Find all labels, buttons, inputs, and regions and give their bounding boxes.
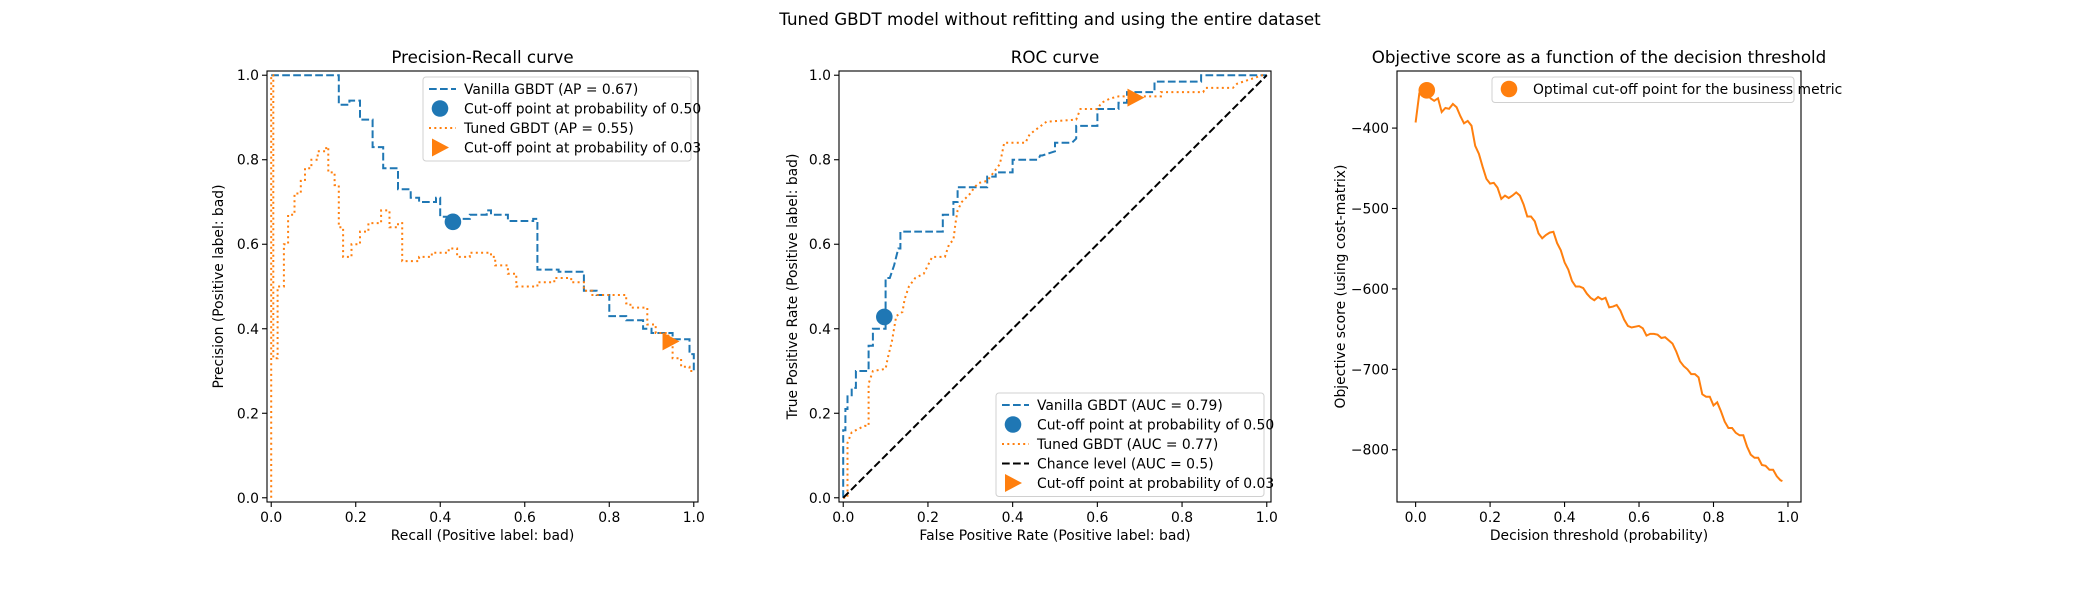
legend-label: Vanilla GBDT (AUC = 0.79) bbox=[1037, 398, 1223, 414]
series-line-tuned-gbdt-auc-0-77 bbox=[843, 74, 1267, 499]
x-tick-label: 0.8 bbox=[1171, 510, 1193, 526]
marker-cut-off-point-at-probability-of-0-50 bbox=[444, 213, 462, 231]
legend-entry: Chance level (AUC = 0.5) bbox=[1002, 457, 1214, 473]
legend-marker bbox=[432, 138, 449, 157]
y-tick-label: 0.2 bbox=[237, 406, 259, 422]
figure-suptitle: Tuned GBDT model without refitting and u… bbox=[779, 9, 1321, 29]
precision-recall-chart: Precision-Recall curve Recall (Positive l… bbox=[211, 47, 705, 544]
legend-entry: Optimal cut-off point for the business m… bbox=[1500, 80, 1842, 98]
series-line-vanilla-gbdt-ap-0-67 bbox=[271, 74, 695, 371]
y-tick-label: −400 bbox=[1351, 121, 1389, 137]
y-tick-label: 0.4 bbox=[237, 322, 259, 338]
x-axis-label: Recall (Positive label: bad) bbox=[391, 528, 575, 544]
roc-chart: ROC curve False Positive Rate (Positive l… bbox=[785, 47, 1278, 544]
y-tick-label: 1.0 bbox=[237, 68, 259, 84]
x-tick-label: 0.8 bbox=[1702, 510, 1724, 526]
y-axis-label: True Positive Rate (Positive label: bad) bbox=[785, 154, 801, 421]
legend-entry: Vanilla GBDT (AUC = 0.79) bbox=[1002, 398, 1223, 414]
axes-frame bbox=[1396, 70, 1802, 503]
legend-entry: Tuned GBDT (AP = 0.55) bbox=[429, 121, 634, 137]
y-tick-label: −500 bbox=[1351, 202, 1389, 218]
legend-entry: Cut-off point at probability of 0.50 bbox=[431, 100, 701, 118]
legend-label: Tuned GBDT (AUC = 0.77) bbox=[1036, 437, 1218, 453]
legend-marker bbox=[1500, 80, 1518, 98]
chart-title: Objective score as a function of the dec… bbox=[1372, 47, 1827, 67]
chart-title: Precision-Recall curve bbox=[391, 47, 573, 67]
x-tick-label: 0.0 bbox=[1405, 510, 1427, 526]
axes-frame bbox=[838, 70, 1272, 503]
legend: Vanilla GBDT (AUC = 0.79) Cut-off point a… bbox=[995, 392, 1274, 497]
legend-entry: Cut-off point at probability of 0.03 bbox=[1005, 474, 1274, 492]
series-line-vanilla-gbdt-auc-0-79 bbox=[842, 74, 1267, 498]
y-tick-label: 0.8 bbox=[809, 153, 831, 169]
marker-cut-off-point-at-probability-of-0-50 bbox=[876, 308, 893, 326]
y-tick-label: 0.0 bbox=[809, 491, 831, 507]
legend-entry: Cut-off point at probability of 0.50 bbox=[1004, 416, 1274, 434]
x-axis-label: Decision threshold (probability) bbox=[1490, 528, 1708, 544]
series-line-chance-level-auc-0-5 bbox=[842, 74, 1268, 499]
y-axis-label: Objective score (using cost-matrix) bbox=[1333, 165, 1349, 409]
y-tick-label: 0.2 bbox=[809, 406, 831, 422]
x-tick-label: 0.6 bbox=[1628, 510, 1650, 526]
x-tick-label: 1.0 bbox=[683, 510, 705, 526]
y-tick-label: 0.4 bbox=[809, 322, 831, 338]
marker-cut-off-point-at-probability-of-0-03 bbox=[662, 332, 680, 351]
y-axis-label: Precision (Positive label: bad) bbox=[211, 184, 227, 388]
legend-label: Chance level (AUC = 0.5) bbox=[1037, 457, 1214, 473]
x-tick-label: 0.6 bbox=[514, 510, 536, 526]
x-tick-label: 1.0 bbox=[1777, 510, 1799, 526]
legend-label: Cut-off point at probability of 0.50 bbox=[1037, 418, 1274, 434]
legend-label: Vanilla GBDT (AP = 0.67) bbox=[464, 82, 638, 98]
x-tick-label: 0.2 bbox=[1479, 510, 1501, 526]
legend-label: Tuned GBDT (AP = 0.55) bbox=[463, 121, 634, 137]
x-tick-label: 0.4 bbox=[1554, 510, 1576, 526]
legend-label: Cut-off point at probability of 0.03 bbox=[1037, 476, 1274, 492]
objective-score-chart: Objective score as a function of the dec… bbox=[1333, 47, 1842, 544]
legend: Optimal cut-off point for the business m… bbox=[1491, 76, 1842, 103]
legend: Vanilla GBDT (AP = 0.67) Cut-off point at… bbox=[422, 76, 701, 162]
series-line-objective-score bbox=[1414, 88, 1783, 483]
x-tick-label: 0.4 bbox=[429, 510, 451, 526]
legend-marker bbox=[1005, 474, 1022, 492]
x-tick-label: 0.2 bbox=[917, 510, 939, 526]
legend-label: Optimal cut-off point for the business m… bbox=[1533, 82, 1842, 98]
y-tick-label: −700 bbox=[1351, 362, 1389, 378]
marker-optimal-cut-off-point-for-the-business-metric bbox=[1418, 81, 1436, 99]
x-tick-label: 0.0 bbox=[832, 510, 854, 526]
legend-entry: Tuned GBDT (AUC = 0.77) bbox=[1002, 437, 1218, 453]
legend-label: Cut-off point at probability of 0.03 bbox=[464, 141, 701, 157]
y-tick-label: 1.0 bbox=[809, 68, 831, 84]
x-tick-label: 0.8 bbox=[598, 510, 620, 526]
axes-frame bbox=[266, 70, 699, 503]
marker-cut-off-point-at-probability-of-0-03 bbox=[1127, 88, 1145, 107]
legend-marker bbox=[1004, 416, 1022, 433]
x-tick-label: 1.0 bbox=[1256, 510, 1278, 526]
y-tick-label: −800 bbox=[1351, 443, 1389, 459]
x-tick-label: 0.0 bbox=[260, 510, 282, 526]
x-tick-label: 0.2 bbox=[345, 510, 367, 526]
x-tick-label: 0.6 bbox=[1086, 510, 1108, 526]
y-tick-label: 0.6 bbox=[809, 237, 831, 253]
y-tick-label: 0.8 bbox=[237, 153, 259, 169]
x-axis-label: False Positive Rate (Positive label: bad… bbox=[919, 528, 1190, 544]
chart-title: ROC curve bbox=[1011, 47, 1099, 67]
legend-label: Cut-off point at probability of 0.50 bbox=[464, 102, 701, 118]
legend-entry: Cut-off point at probability of 0.03 bbox=[432, 138, 701, 157]
legend-entry: Vanilla GBDT (AP = 0.67) bbox=[429, 82, 638, 98]
x-tick-label: 0.4 bbox=[1002, 510, 1024, 526]
y-tick-label: 0.6 bbox=[237, 237, 259, 253]
y-tick-label: −600 bbox=[1351, 282, 1389, 298]
legend-marker bbox=[431, 100, 449, 117]
y-tick-label: 0.0 bbox=[237, 491, 259, 507]
